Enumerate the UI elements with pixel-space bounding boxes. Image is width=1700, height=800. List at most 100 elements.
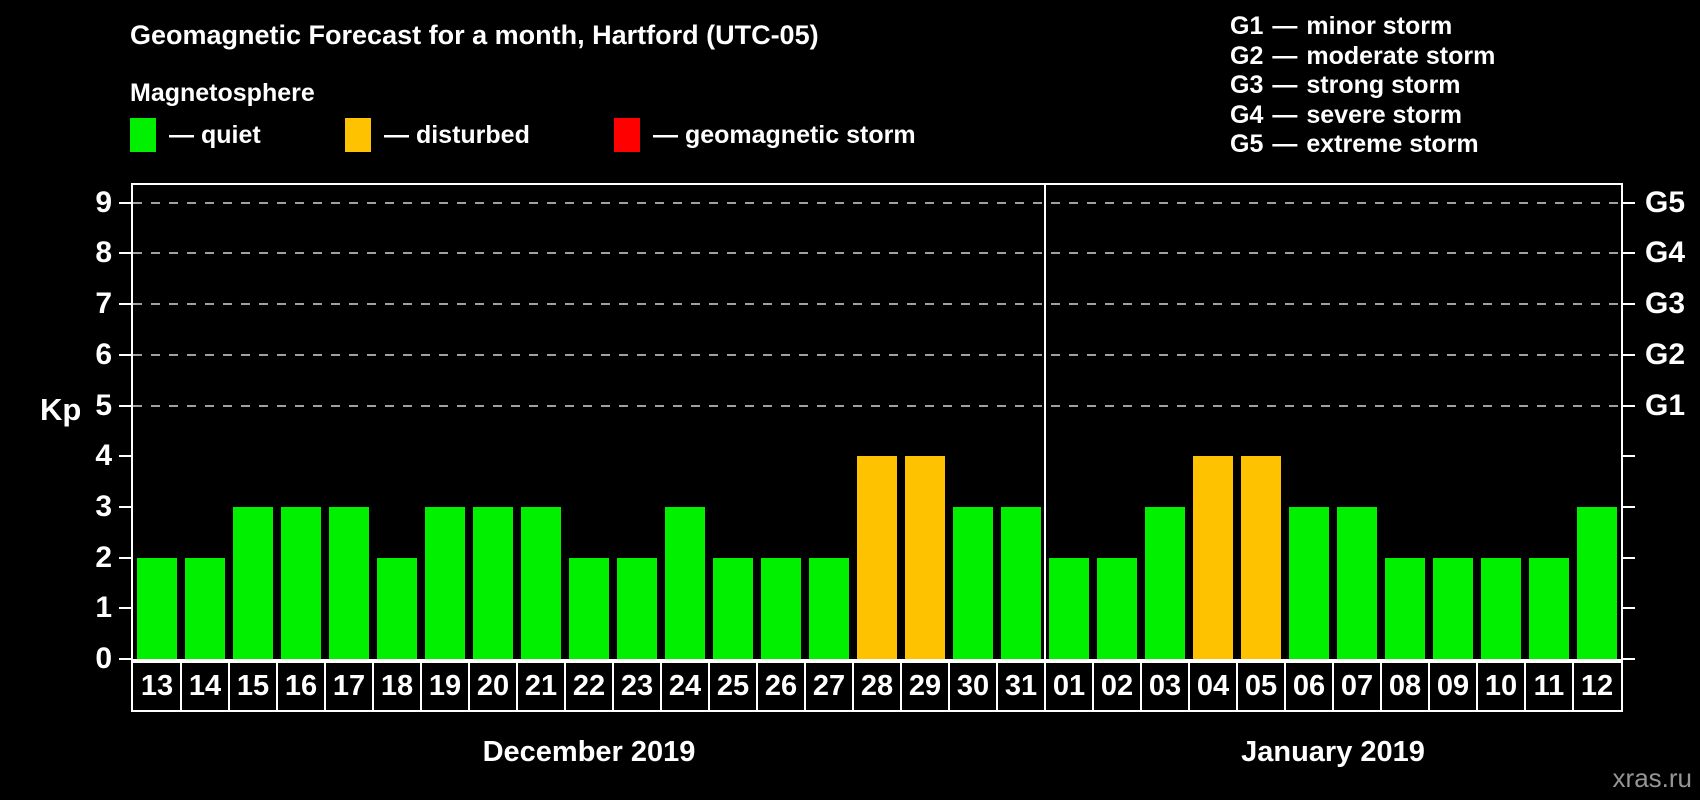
legend-label-quiet: — quiet <box>169 120 261 149</box>
bar-day-19 <box>425 506 465 659</box>
right-tick-1 <box>1623 607 1635 610</box>
legend-item-disturbed: — disturbed <box>345 117 530 153</box>
quiet-color-swatch <box>130 118 156 152</box>
bar-day-10 <box>1481 557 1521 659</box>
bar-day-22 <box>569 557 609 659</box>
day-separator <box>804 663 806 710</box>
bar-day-24 <box>665 506 705 659</box>
legend-item-quiet: — quiet <box>130 117 261 153</box>
y-axis-label: Kp <box>40 392 82 427</box>
right-tick-6 <box>1623 353 1635 356</box>
day-cell-11: 11 <box>1533 670 1565 702</box>
bar-day-30 <box>953 506 993 659</box>
day-separator <box>276 663 278 710</box>
day-cell-14: 14 <box>188 670 222 702</box>
right-tick-4 <box>1623 455 1635 458</box>
day-cell-10: 10 <box>1484 670 1518 702</box>
day-cell-20: 20 <box>476 670 510 702</box>
day-cell-31: 31 <box>1004 670 1038 702</box>
bar-day-05 <box>1241 456 1281 659</box>
day-cell-09: 09 <box>1436 670 1470 702</box>
bar-day-03 <box>1145 506 1185 659</box>
bar-day-02 <box>1097 557 1137 659</box>
day-cell-27: 27 <box>812 670 846 702</box>
day-cell-28: 28 <box>860 670 894 702</box>
left-tick-7 <box>119 303 131 306</box>
day-separator <box>708 663 710 710</box>
right-tick-9 <box>1623 201 1635 204</box>
y-tick-label-7: 7 <box>95 287 112 321</box>
legend-label-disturbed: — disturbed <box>384 120 530 149</box>
day-separator <box>852 663 854 710</box>
chart-title: Geomagnetic Forecast for a month, Hartfo… <box>130 20 819 50</box>
day-cell-15: 15 <box>236 670 270 702</box>
gridline-kp9 <box>133 201 1621 204</box>
day-separator <box>564 663 566 710</box>
left-tick-5 <box>119 404 131 407</box>
legend-item-storm: — geomagnetic storm <box>614 117 916 153</box>
y-tick-label-4: 4 <box>95 439 112 473</box>
disturbed-color-swatch <box>345 118 371 152</box>
day-cell-25: 25 <box>716 670 750 702</box>
day-separator <box>1188 663 1190 710</box>
day-cell-30: 30 <box>956 670 990 702</box>
left-tick-2 <box>119 556 131 559</box>
bar-day-28 <box>857 456 897 659</box>
gridline-kp8 <box>133 252 1621 255</box>
bar-day-12 <box>1577 506 1617 659</box>
left-tick-8 <box>119 252 131 255</box>
g-legend-row-g3: G3— strong storm <box>1230 71 1461 99</box>
y-tick-label-2: 2 <box>95 540 112 574</box>
day-separator <box>1476 663 1478 710</box>
day-separator <box>996 663 998 710</box>
day-separator <box>1044 663 1046 710</box>
y-tick-label-8: 8 <box>95 236 112 270</box>
bar-day-27 <box>809 557 849 659</box>
day-separator <box>948 663 950 710</box>
bar-day-06 <box>1289 506 1329 659</box>
bar-day-04 <box>1193 456 1233 659</box>
bar-day-20 <box>473 506 513 659</box>
day-separator <box>1428 663 1430 710</box>
day-separator <box>1140 663 1142 710</box>
day-separator <box>372 663 374 710</box>
day-cell-24: 24 <box>668 670 702 702</box>
day-separator <box>612 663 614 710</box>
right-tick-5 <box>1623 404 1635 407</box>
day-separator <box>756 663 758 710</box>
day-cell-06: 06 <box>1292 670 1326 702</box>
day-separator <box>1332 663 1334 710</box>
legend-heading: Magnetosphere <box>130 79 315 107</box>
left-tick-3 <box>119 505 131 508</box>
day-cell-26: 26 <box>764 670 798 702</box>
day-cell-29: 29 <box>908 670 942 702</box>
month-label-december: December 2019 <box>482 736 696 768</box>
day-cell-21: 21 <box>524 670 558 702</box>
day-separator <box>1236 663 1238 710</box>
g-legend-row-g4: G4— severe storm <box>1230 100 1463 129</box>
bar-day-14 <box>185 557 225 659</box>
day-cell-03: 03 <box>1148 670 1182 702</box>
bar-day-23 <box>617 557 657 659</box>
watermark: xras.ru <box>1612 763 1692 793</box>
day-cell-07: 07 <box>1340 670 1374 702</box>
day-separator <box>180 663 182 710</box>
bar-day-15 <box>233 506 273 659</box>
y-tick-label-1: 1 <box>95 591 112 625</box>
bar-day-09 <box>1433 557 1473 659</box>
day-separator <box>1092 663 1094 710</box>
gridline-kp5 <box>133 404 1621 407</box>
g-axis-label-g2: G2 <box>1645 337 1686 371</box>
y-tick-label-9: 9 <box>95 185 112 219</box>
day-cell-19: 19 <box>428 670 462 702</box>
day-separator <box>516 663 518 710</box>
bar-day-08 <box>1385 557 1425 659</box>
right-tick-7 <box>1623 303 1635 306</box>
left-tick-9 <box>119 201 131 204</box>
bar-day-21 <box>521 506 561 659</box>
bar-day-26 <box>761 557 801 659</box>
day-separator <box>1380 663 1382 710</box>
storm-color-swatch <box>614 118 640 152</box>
day-cell-17: 17 <box>332 670 366 702</box>
day-separator <box>324 663 326 710</box>
